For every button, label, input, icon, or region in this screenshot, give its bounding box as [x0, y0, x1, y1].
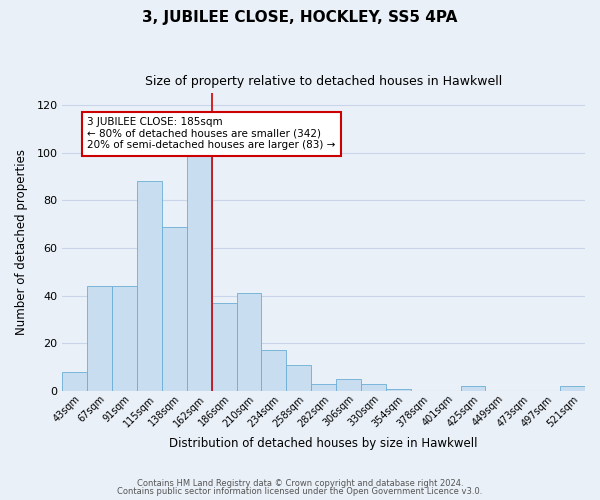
- X-axis label: Distribution of detached houses by size in Hawkwell: Distribution of detached houses by size …: [169, 437, 478, 450]
- Bar: [87, 286, 112, 391]
- Bar: [336, 379, 361, 391]
- Bar: [361, 384, 386, 391]
- Bar: [112, 286, 137, 391]
- Bar: [262, 350, 286, 391]
- Text: Contains public sector information licensed under the Open Government Licence v3: Contains public sector information licen…: [118, 487, 482, 496]
- Y-axis label: Number of detached properties: Number of detached properties: [15, 149, 28, 335]
- Text: Contains HM Land Registry data © Crown copyright and database right 2024.: Contains HM Land Registry data © Crown c…: [137, 478, 463, 488]
- Bar: [386, 388, 411, 391]
- Bar: [286, 365, 311, 391]
- Bar: [212, 303, 236, 391]
- Bar: [162, 226, 187, 391]
- Text: 3, JUBILEE CLOSE, HOCKLEY, SS5 4PA: 3, JUBILEE CLOSE, HOCKLEY, SS5 4PA: [142, 10, 458, 25]
- Bar: [137, 182, 162, 391]
- Bar: [311, 384, 336, 391]
- Bar: [461, 386, 485, 391]
- Bar: [236, 294, 262, 391]
- Bar: [62, 372, 87, 391]
- Text: 3 JUBILEE CLOSE: 185sqm
← 80% of detached houses are smaller (342)
20% of semi-d: 3 JUBILEE CLOSE: 185sqm ← 80% of detache…: [87, 117, 335, 150]
- Bar: [560, 386, 585, 391]
- Title: Size of property relative to detached houses in Hawkwell: Size of property relative to detached ho…: [145, 75, 502, 88]
- Bar: [187, 150, 212, 391]
